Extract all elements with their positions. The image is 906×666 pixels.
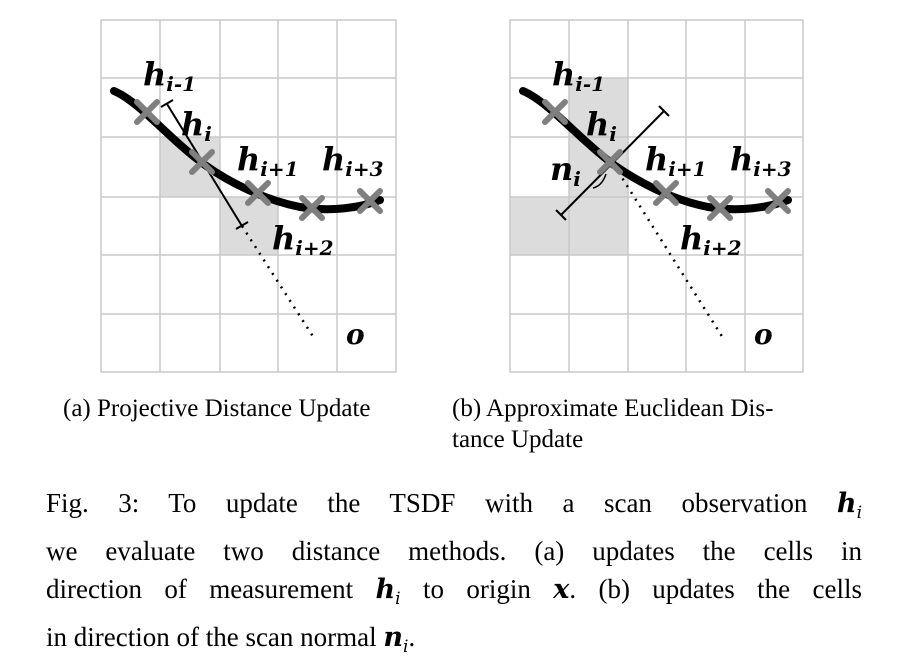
panel-b: hi-1 hi ni hi+1 hi+3 hi+2 o (509, 19, 804, 373)
caption-line-2: we evaluate two distance methods. (a) up… (46, 536, 862, 566)
caption-line-1: Fig. 3: To update the TSDF with a scan o… (46, 488, 862, 523)
label-h-prev: hi-1 (552, 55, 605, 96)
angle-arc (592, 173, 607, 189)
label-h-prev: hi-1 (143, 55, 196, 96)
label-h-i: hi (181, 105, 212, 146)
subcaption-b-line1: (b) Approximate Euclidean Dis- (452, 395, 774, 422)
label-h-next3: hi+3 (730, 140, 792, 181)
shaded-cell (569, 78, 628, 137)
panel-a: hi-1 hi hi+1 hi+3 hi+2 o (100, 19, 397, 373)
label-h-next2: hi+2 (272, 219, 334, 260)
measurement-marker (542, 99, 791, 221)
subcaption-a: (a) Projective Distance Update (63, 395, 371, 422)
grid (509, 19, 804, 373)
label-h-i: hi (586, 105, 617, 146)
caption-line-4: in direction of the scan normal ni. (46, 622, 416, 657)
figure: hi-1 hi hi+1 hi+3 hi+2 o (100, 19, 804, 373)
figure-caption: Fig. 3: To update the TSDF with a scan o… (46, 484, 862, 666)
measurement-marker (134, 99, 383, 221)
label-h-next3: hi+3 (322, 140, 384, 181)
label-origin: o (346, 318, 365, 351)
label-n-i: ni (550, 150, 581, 191)
grid (100, 19, 397, 373)
label-h-next: hi+1 (237, 140, 299, 181)
label-h-next2: hi+2 (680, 219, 742, 260)
label-h-next: hi+1 (645, 140, 707, 181)
subcaption-b-line2: tance Update (452, 426, 584, 453)
subcaption-b: (b) Approximate Euclidean Dis- tance Upd… (452, 393, 773, 455)
label-origin: o (754, 318, 773, 351)
caption-line-3: direction of measurement hi to origin x.… (46, 574, 862, 609)
